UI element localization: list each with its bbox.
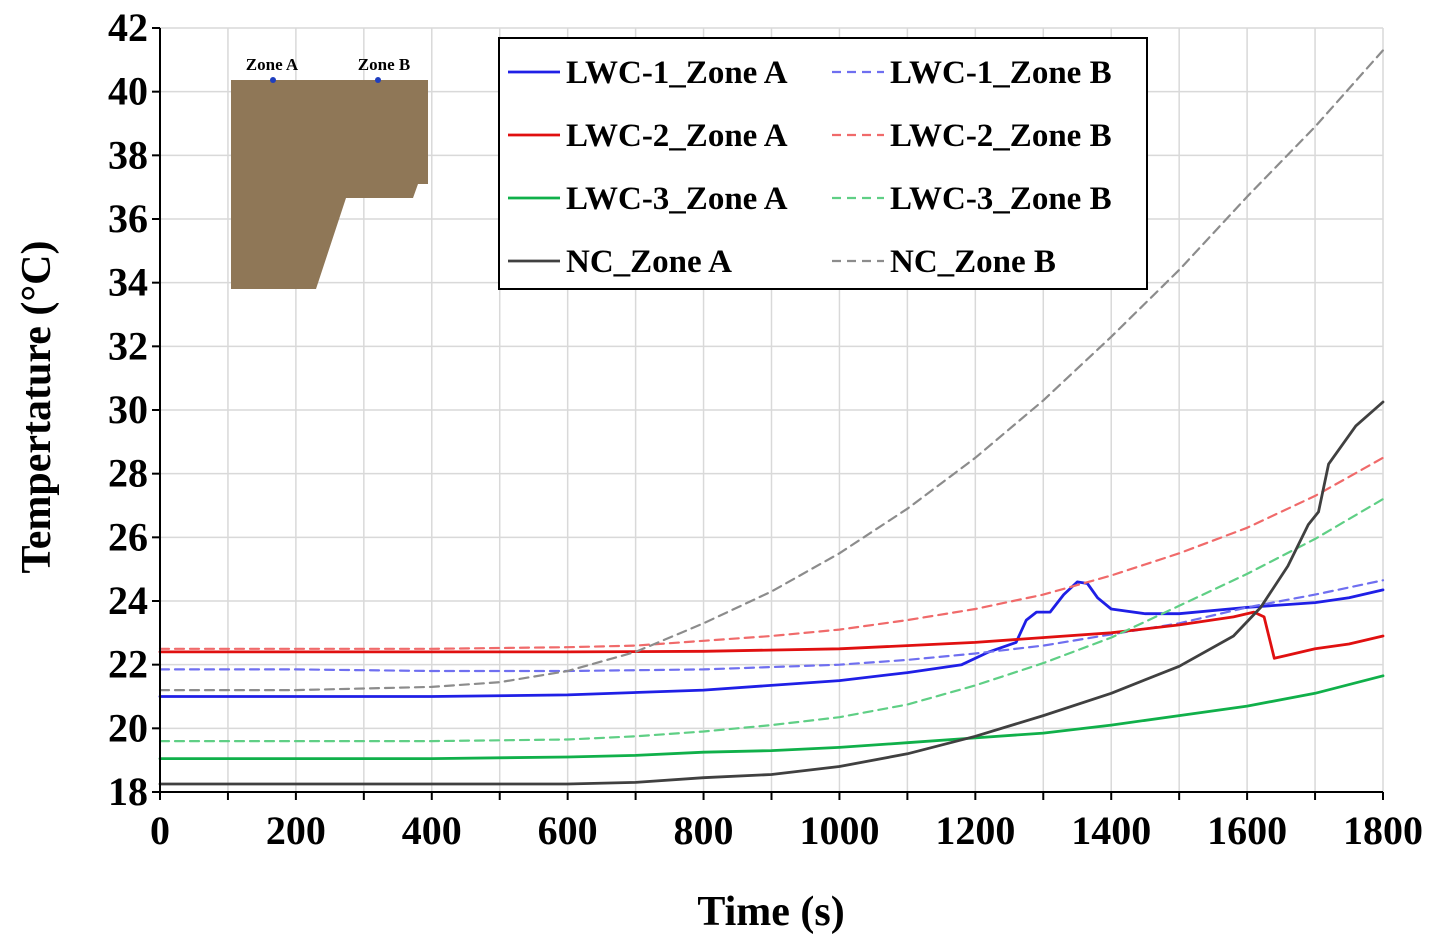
zone-b-label: Zone B	[358, 55, 410, 74]
legend-label: NC_Zone B	[890, 244, 1056, 280]
y-tick-label: 28	[108, 451, 148, 496]
legend: LWC-1_Zone A LWC-1_Zone B LWC-2_Zone A LWC-…	[498, 37, 1148, 290]
legend-label: LWC-1_Zone A	[566, 55, 788, 91]
axes	[152, 27, 1384, 800]
legend-box	[498, 37, 1148, 290]
x-tick-label: 1400	[1071, 808, 1151, 853]
x-tick-label: 0	[150, 808, 170, 853]
legend-label: LWC-1_Zone B	[890, 55, 1112, 91]
y-tick-label: 42	[108, 5, 148, 50]
legend-label: NC_Zone A	[566, 244, 732, 280]
legend-label: LWC-3_Zone A	[566, 181, 788, 217]
x-tick-label: 1200	[935, 808, 1015, 853]
y-tick-label: 34	[108, 260, 148, 305]
y-tick-label: 18	[108, 769, 148, 814]
x-tick-label: 1600	[1207, 808, 1287, 853]
zone-b-marker	[375, 77, 381, 83]
x-tick-label: 1800	[1343, 808, 1423, 853]
x-tick-label: 600	[538, 808, 598, 853]
legend-label: LWC-2_Zone B	[890, 118, 1112, 154]
y-tick-label: 22	[108, 642, 148, 687]
series-line-nc-zone-b	[158, 49, 1385, 692]
y-tick-label: 24	[108, 578, 148, 623]
x-tick-label: 1000	[799, 808, 879, 853]
x-tick-label: 200	[266, 808, 326, 853]
y-axis-title: Tempertature (°C)	[14, 241, 60, 574]
series-group	[158, 49, 1385, 786]
series-line-nc-zone-a	[158, 400, 1385, 786]
y-tick-label: 40	[108, 69, 148, 114]
zone-a-marker	[270, 77, 276, 83]
series-line-lwc-1-zone-a	[158, 580, 1385, 698]
series-line-lwc-3-zone-b	[158, 498, 1385, 743]
tick-labels: 0 200 400 600 800 1000 1200 1400 1600 1800 18 20 22 2…	[108, 5, 1423, 853]
zone-a-label: Zone A	[246, 55, 299, 74]
y-tick-label: 26	[108, 514, 148, 559]
inset-shape	[231, 80, 428, 289]
series-line-lwc-2-zone-b	[158, 456, 1385, 650]
y-tick-label: 38	[108, 132, 148, 177]
x-tick-label: 400	[402, 808, 462, 853]
inset-cross-section: Zone A Zone B	[231, 55, 428, 289]
y-tick-label: 20	[108, 705, 148, 750]
legend-label: LWC-3_Zone B	[890, 181, 1112, 217]
series-line-lwc-3-zone-a	[158, 674, 1385, 760]
y-tick-label: 32	[108, 323, 148, 368]
x-axis-title: Time (s)	[697, 889, 844, 935]
y-tick-label: 30	[108, 387, 148, 432]
x-tick-label: 800	[674, 808, 734, 853]
series-line-lwc-2-zone-a	[158, 610, 1385, 660]
series-line-lwc-1-zone-b	[158, 579, 1385, 673]
legend-label: LWC-2_Zone A	[566, 118, 788, 154]
y-tick-label: 36	[108, 196, 148, 241]
